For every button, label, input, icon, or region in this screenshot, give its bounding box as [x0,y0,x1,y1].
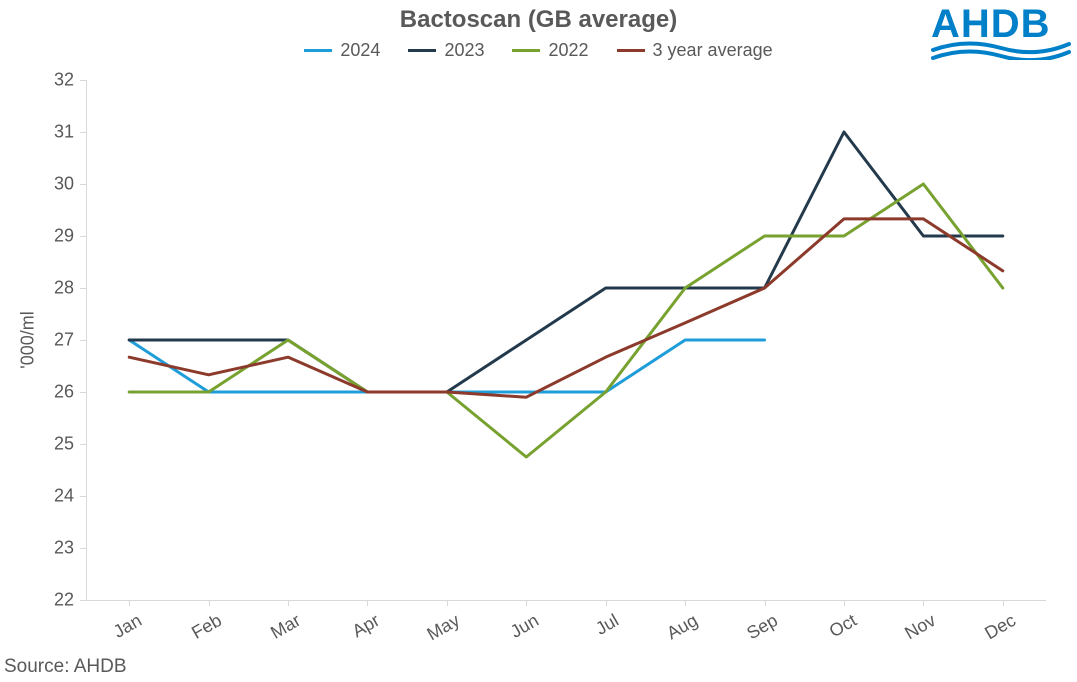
x-tick-label: Jan [110,610,146,643]
x-tick-mark [1003,600,1004,606]
x-tick-label: Jul [592,610,622,640]
x-tick-mark [367,600,368,606]
y-tick-mark [80,184,86,185]
x-tick-label: Jun [507,610,543,643]
y-tick-mark [80,548,86,549]
ahdb-logo-text: AHDB [931,4,1071,44]
x-tick-mark [685,600,686,606]
x-tick-label: Feb [188,610,225,644]
y-tick-label: 30 [34,174,74,195]
legend-swatch [304,49,332,52]
x-tick-label: Dec [981,610,1019,644]
y-tick-label: 24 [34,486,74,507]
x-tick-mark [606,600,607,606]
x-tick-mark [288,600,289,606]
y-tick-mark [80,288,86,289]
y-tick-label: 26 [34,382,74,403]
y-tick-label: 31 [34,122,74,143]
y-tick-mark [80,236,86,237]
legend-label: 2024 [340,40,380,61]
legend-item: 2022 [512,40,588,61]
y-tick-mark [80,392,86,393]
y-tick-label: 23 [34,538,74,559]
legend-swatch [512,49,540,52]
legend-item: 2023 [408,40,484,61]
legend-item: 2024 [304,40,380,61]
x-ticks: Jan Feb Mar Apr May Jun Jul Aug Sep Oct Nov Dec [86,600,1046,660]
series-line [129,219,1003,397]
y-tick-label: 32 [34,70,74,91]
legend-swatch [408,49,436,52]
series-lines [86,80,1046,600]
legend-item: 3 year average [617,40,773,61]
plot-area [86,80,1046,600]
chart-container: Bactoscan (GB average) 2024 2023 2022 3 yea… [0,0,1077,682]
series-line [129,340,764,392]
x-tick-label: May [423,610,463,645]
chart-title: Bactoscan (GB average) [0,6,1077,34]
y-tick-mark [80,496,86,497]
y-tick-label: 28 [34,278,74,299]
source-text: Source: AHDB [4,656,127,678]
y-tick-label: 27 [34,330,74,351]
x-tick-mark [923,600,924,606]
x-tick-mark [526,600,527,606]
x-tick-label: Sep [743,610,781,644]
x-tick-label: Apr [349,610,384,642]
x-tick-mark [129,600,130,606]
x-tick-label: Nov [902,610,940,644]
y-tick-label: 22 [34,590,74,611]
x-tick-label: Mar [267,610,304,644]
y-tick-mark [80,80,86,81]
x-tick-mark [209,600,210,606]
y-tick-label: 29 [34,226,74,247]
y-tick-mark [80,340,86,341]
legend-label: 2023 [444,40,484,61]
legend-swatch [617,49,645,52]
x-tick-mark [765,600,766,606]
x-tick-mark [844,600,845,606]
ahdb-logo: AHDB [931,4,1071,60]
y-tick-mark [80,444,86,445]
x-tick-label: Aug [663,610,701,644]
series-line [129,184,1003,457]
x-tick-label: Oct [826,610,861,642]
legend: 2024 2023 2022 3 year average [0,40,1077,61]
legend-label: 2022 [548,40,588,61]
series-line [129,132,1003,392]
x-tick-mark [447,600,448,606]
y-tick-mark [80,132,86,133]
y-tick-label: 25 [34,434,74,455]
legend-label: 3 year average [653,40,773,61]
